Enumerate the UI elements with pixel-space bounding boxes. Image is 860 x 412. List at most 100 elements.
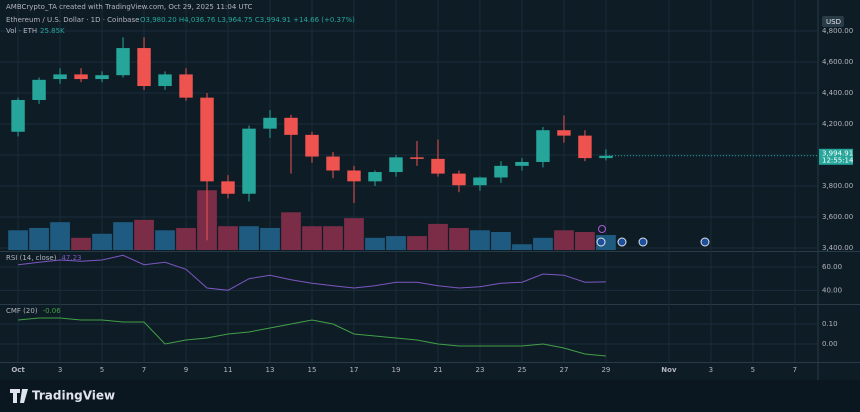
volume-bar	[260, 227, 280, 250]
footer-bar	[0, 380, 860, 412]
y-tick-label: 0.10	[822, 320, 838, 328]
volume-bar	[470, 230, 490, 250]
price-axis	[818, 0, 860, 380]
y-tick-label: 40.00	[822, 286, 842, 294]
x-tick-label: Oct	[11, 366, 25, 374]
x-tick-label: 13	[266, 366, 275, 374]
volume-bar	[386, 236, 406, 250]
volume-bar	[449, 227, 469, 250]
volume-bar	[176, 227, 196, 250]
volume-bar	[554, 230, 574, 250]
candle-body	[536, 130, 550, 162]
candle-body	[32, 79, 46, 100]
x-tick-label: 5	[100, 366, 104, 374]
volume-bar	[113, 222, 133, 250]
volume-bar	[281, 212, 301, 250]
indicator-title: RSI (14, close)	[6, 254, 57, 262]
symbol-legend: Ethereum / U.S. Dollar · 1D · Coinbase	[6, 16, 139, 24]
x-tick-label: 7	[142, 366, 146, 374]
volume-bar	[344, 218, 364, 250]
candle-body	[74, 74, 88, 80]
candle-body	[368, 172, 382, 182]
volume-bar	[407, 236, 427, 250]
volume-bar	[50, 222, 70, 250]
volume-bar	[8, 230, 28, 250]
indicator-line	[18, 317, 606, 357]
candle-body	[116, 48, 130, 76]
x-tick-label: 27	[559, 366, 568, 374]
y-tick-label: 3,600.00	[822, 213, 853, 221]
volume-bar	[428, 223, 448, 250]
x-tick-label: 9	[184, 366, 188, 374]
volume-bar	[134, 219, 154, 250]
last-price-box	[819, 148, 853, 165]
event-icons	[596, 225, 710, 247]
event-icon[interactable]	[598, 225, 606, 233]
last-price-label: 3,994.91	[822, 149, 853, 157]
y-tick-label: 4,600.00	[822, 58, 853, 66]
volume-bar	[239, 226, 259, 250]
x-tick-label: 5	[751, 366, 755, 374]
candle-body	[242, 128, 256, 194]
volume-bar	[71, 237, 91, 250]
x-tick-label: Nov	[661, 366, 677, 374]
y-tick-label: 4,400.00	[822, 89, 853, 97]
volume-bar	[491, 232, 511, 250]
x-tick-label: 7	[793, 366, 797, 374]
indicator-title: CMF (20)	[6, 307, 38, 315]
candle-body	[11, 99, 25, 132]
candle-body	[557, 130, 571, 136]
x-tick-label: 25	[517, 366, 526, 374]
volume-bar	[92, 233, 112, 250]
volume-bar	[365, 237, 385, 250]
candle-body	[179, 74, 193, 98]
x-tick-label: 29	[601, 366, 610, 374]
x-tick-label: 3	[709, 366, 713, 374]
x-tick-label: 15	[308, 366, 317, 374]
volume-bar	[218, 226, 238, 250]
candle-body	[284, 117, 298, 135]
x-tick-label: 11	[224, 366, 233, 374]
candle-body	[263, 117, 277, 129]
x-tick-label: 17	[350, 366, 359, 374]
brand-logo	[10, 389, 28, 403]
y-tick-label: 3,800.00	[822, 182, 853, 190]
candle-body	[158, 74, 172, 87]
candle-body	[578, 135, 592, 159]
volume-legend: Vol · ETH	[6, 27, 37, 35]
volume-bar	[155, 230, 175, 250]
event-icon[interactable]	[638, 237, 648, 247]
volume-bar	[302, 226, 322, 250]
candle-body	[95, 75, 109, 80]
indicator-value: 47.23	[61, 254, 81, 262]
y-tick-label: 0.00	[822, 340, 838, 348]
candle-body	[137, 48, 151, 87]
volume-bar	[533, 237, 553, 250]
candle-body	[452, 173, 466, 186]
candle-body	[515, 161, 529, 166]
candle-body	[326, 156, 340, 171]
candle-body	[599, 155, 613, 159]
y-tick-label: 60.00	[822, 263, 842, 271]
countdown: 12:55:14	[822, 156, 854, 164]
x-tick-label: 19	[392, 366, 401, 374]
indicator-value: -0.06	[43, 307, 62, 315]
candle-body	[305, 134, 319, 157]
y-tick-label: 4,200.00	[822, 120, 853, 128]
marks	[8, 37, 818, 357]
candle-body	[53, 74, 67, 80]
currency-box	[822, 16, 844, 27]
event-icon[interactable]	[596, 237, 606, 247]
credit: AMBCrypto_TA created with TradingView.co…	[6, 3, 252, 11]
volume-bar	[29, 227, 49, 250]
x-tick-label: 23	[476, 366, 485, 374]
currency: USD	[826, 18, 841, 26]
volume-bar	[512, 244, 532, 250]
candle-body	[200, 97, 214, 182]
event-icon[interactable]	[617, 237, 627, 247]
candle-body	[431, 158, 445, 174]
candle-body	[389, 157, 403, 173]
candle-body	[221, 181, 235, 194]
event-icon[interactable]	[700, 237, 710, 247]
